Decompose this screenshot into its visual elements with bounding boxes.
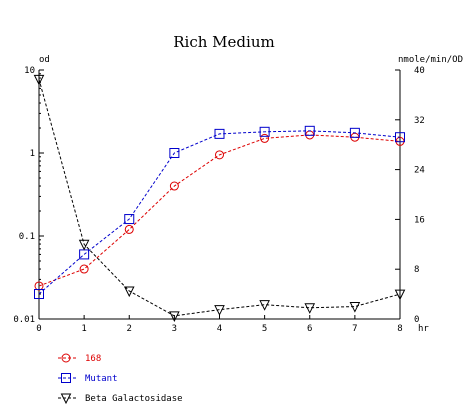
legend-marker [61,353,71,363]
right-tick-label: 0 [414,315,419,325]
x-tick-label: 4 [217,324,222,334]
chart-title: Rich Medium [173,33,274,51]
data-point [79,264,89,274]
data-point [304,125,315,136]
series-line [38,79,401,317]
series-line [38,134,401,287]
x-tick-label: 3 [172,324,177,334]
x-tick-label: 2 [127,324,132,334]
legend-label: Mutant [85,374,118,384]
data-point [124,214,135,225]
data-point [349,127,360,138]
x-tick-label: 6 [307,324,312,334]
left-tick-label: 1 [30,149,35,159]
data-point [33,74,45,86]
data-point [394,289,406,301]
right-tick-label: 24 [414,166,425,176]
data-point [304,303,316,314]
data-point [78,239,90,251]
data-point [349,302,361,313]
legend-marker [60,393,72,405]
legend: 168 Mutant Beta Galactosidase [58,353,183,405]
series-layer [33,74,406,323]
series-line [38,130,401,295]
series-group [33,74,406,323]
legend-marker [61,373,71,383]
data-point [214,128,225,139]
x-tick-label: 8 [397,324,402,334]
right-tick-label: 40 [414,66,425,76]
legend-label: Beta Galactosidase [85,394,183,404]
x-tick-label: 5 [262,324,267,334]
data-point [123,286,135,298]
x-tick-label: 1 [81,324,86,334]
data-point [260,133,270,143]
data-point [169,181,179,191]
data-point [215,150,224,160]
data-point [34,289,44,300]
right-tick-label: 8 [414,265,419,275]
data-point [169,148,180,158]
left-axis-label: od [39,55,50,65]
data-point [259,126,270,137]
series-group [34,125,405,300]
axes: 0 1 2 3 4 5 6 7 8 10 1 0.1 0.01 40 32 24 16 8 0 [13,66,425,334]
x-axis-unit: hr [418,324,429,334]
data-point [124,224,134,234]
data-point [169,311,180,323]
left-tick-label: 10 [24,66,35,76]
data-point [259,300,270,311]
right-axis-label: nmole/min/OD [398,55,463,65]
left-tick-label: 0.1 [19,232,35,242]
x-tick-label: 0 [36,324,41,334]
right-tick-label: 16 [414,215,425,225]
legend-label: 168 [85,354,101,364]
x-tick-label: 7 [352,324,357,334]
data-point [214,305,225,316]
data-point [395,132,405,143]
series-group [34,130,405,291]
left-tick-label: 0.01 [13,315,35,325]
right-tick-label: 32 [414,116,425,126]
